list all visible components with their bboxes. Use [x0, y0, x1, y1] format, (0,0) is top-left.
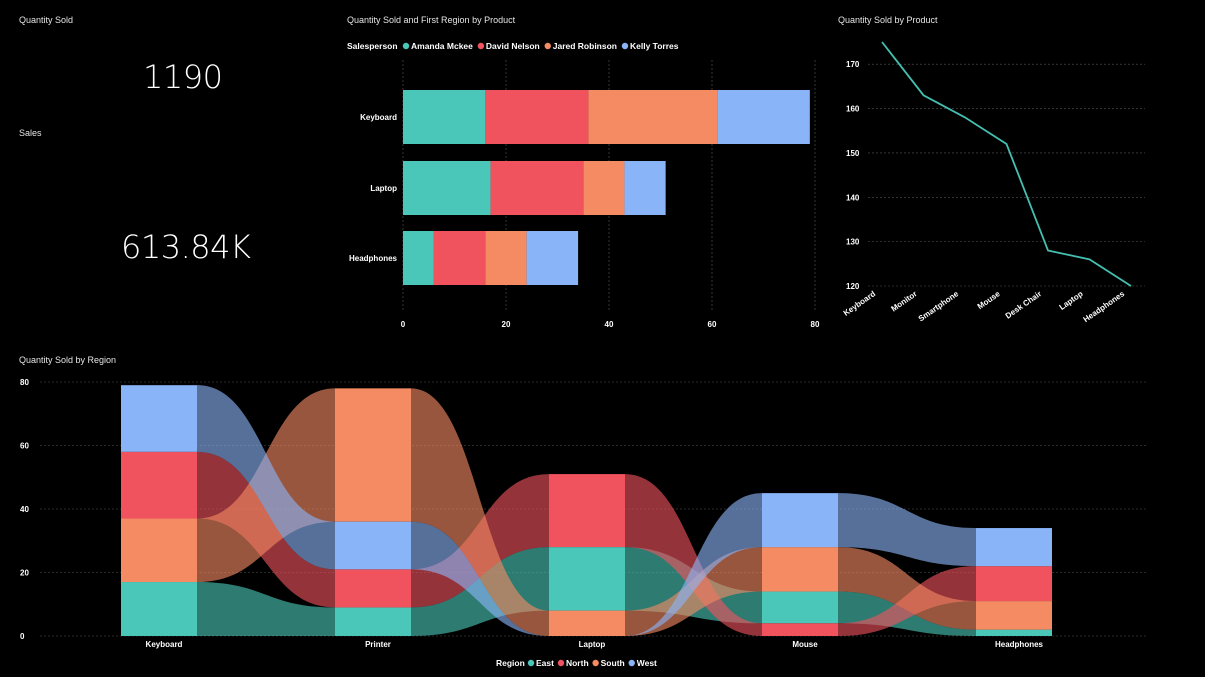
bar-segment-keyboard-amanda-mckee	[403, 90, 486, 144]
bar-x-tick-label: 0	[401, 320, 406, 329]
line-y-tick-label: 150	[846, 149, 860, 158]
ribbon-bar-headphones-north	[976, 566, 1052, 602]
bar-segment-headphones-amanda-mckee	[403, 231, 434, 285]
ribbon-chart-title: Quantity Sold by Region	[19, 355, 117, 365]
bar-category-label: Headphones	[349, 254, 398, 263]
bar-x-tick-label: 20	[502, 320, 511, 329]
bar-segment-laptop-kelly-torres	[624, 161, 666, 215]
ribbon-y-tick-label: 40	[20, 505, 29, 514]
legend-label-jared-robinson: Jared Robinson	[553, 41, 617, 51]
ribbon-x-tick-label: Mouse	[792, 640, 818, 649]
legend-label-south: South	[601, 658, 625, 668]
ribbon-x-tick-label: Headphones	[995, 640, 1044, 649]
ribbon-bar-mouse-south	[762, 547, 838, 592]
ribbon-bar-printer-west	[335, 521, 411, 570]
line-y-tick-label: 120	[846, 282, 860, 291]
ribbon-bar-headphones-east	[976, 629, 1052, 636]
bar-segment-headphones-kelly-torres	[526, 231, 579, 285]
line-y-tick-label: 130	[846, 238, 860, 247]
quantity-card-title: Quantity Sold	[19, 15, 74, 25]
ribbon-flow-south	[411, 388, 549, 636]
ribbon-flow-east	[197, 582, 335, 636]
ribbon-x-tick-label: Keyboard	[146, 640, 183, 649]
ribbon-flow-west	[197, 385, 335, 570]
legend-label-east: East	[536, 658, 554, 668]
ribbon-bar-mouse-west	[762, 493, 838, 548]
bar-chart-title: Quantity Sold and First Region by Produc…	[347, 15, 516, 25]
bar-category-label: Laptop	[370, 184, 397, 193]
sales-card-value: 613.84K	[121, 228, 251, 266]
line-chart-title: Quantity Sold by Product	[838, 15, 938, 25]
ribbon-bar-printer-east	[335, 607, 411, 636]
legend-marker-jared-robinson	[544, 42, 551, 50]
bar-x-tick-label: 40	[605, 320, 614, 329]
sales-card-title: Sales	[19, 128, 42, 138]
bar-segment-headphones-jared-robinson	[485, 231, 527, 285]
ribbon-flow-west	[625, 493, 762, 636]
legend-label-david-nelson: David Nelson	[486, 41, 540, 51]
ribbon-bar-laptop-east	[549, 547, 625, 611]
ribbon-bar-headphones-south	[976, 601, 1052, 630]
bar-legend-title: Salesperson	[347, 41, 398, 51]
ribbon-flow-north	[625, 474, 762, 636]
legend-marker-east	[527, 659, 535, 667]
ribbon-bar-printer-south	[335, 388, 411, 522]
ribbon-x-tick-label: Laptop	[579, 640, 606, 649]
ribbon-bar-mouse-east	[762, 591, 838, 624]
ribbon-y-tick-label: 20	[20, 569, 29, 578]
ribbon-legend-title: Region	[496, 658, 525, 668]
bar-segment-keyboard-david-nelson	[485, 90, 589, 144]
legend-label-amanda-mckee: Amanda Mckee	[411, 41, 473, 51]
bar-segment-laptop-amanda-mckee	[403, 161, 491, 215]
bar-segment-headphones-david-nelson	[433, 231, 486, 285]
legend-marker-north	[557, 659, 565, 667]
ribbon-y-tick-label: 0	[20, 632, 25, 641]
ribbon-bar-mouse-north	[762, 623, 838, 636]
ribbon-flow-south	[838, 547, 976, 630]
bar-segment-keyboard-jared-robinson	[588, 90, 718, 144]
bar-segment-keyboard-kelly-torres	[717, 90, 810, 144]
ribbon-bar-keyboard-west	[121, 385, 197, 452]
bar-x-tick-label: 80	[811, 320, 820, 329]
ribbon-bar-headphones-west	[976, 528, 1052, 567]
ribbon-bar-laptop-south	[549, 610, 625, 636]
bar-segment-laptop-david-nelson	[490, 161, 584, 215]
line-y-tick-label: 160	[846, 105, 860, 114]
legend-marker-david-nelson	[477, 42, 485, 50]
bar-segment-laptop-jared-robinson	[583, 161, 625, 215]
ribbon-flow-west	[838, 493, 976, 567]
ribbon-flows	[197, 385, 976, 636]
ribbon-bar-laptop-north	[549, 474, 625, 548]
ribbon-bar-keyboard-east	[121, 582, 197, 636]
ribbon-bar-printer-north	[335, 569, 411, 608]
legend-label-west: West	[637, 658, 657, 668]
bar-x-tick-label: 60	[708, 320, 717, 329]
ribbon-bar-keyboard-north	[121, 451, 197, 519]
legend-marker-west	[628, 659, 635, 667]
quantity-card-value: 1190	[143, 58, 223, 96]
ribbon-y-tick-label: 80	[20, 378, 29, 387]
line-y-tick-label: 140	[846, 193, 860, 202]
legend-label-north: North	[566, 658, 589, 668]
line-y-tick-label: 170	[846, 60, 860, 69]
bar-category-label: Keyboard	[360, 113, 397, 122]
ribbon-bar-keyboard-south	[121, 518, 197, 583]
legend-marker-amanda-mckee	[402, 42, 410, 50]
legend-label-kelly-torres: Kelly Torres	[630, 41, 679, 51]
ribbon-flow-west	[411, 521, 549, 636]
ribbon-y-tick-label: 60	[20, 442, 29, 451]
ribbon-x-tick-label: Printer	[365, 640, 391, 649]
legend-marker-south	[592, 659, 599, 667]
legend-marker-kelly-torres	[621, 42, 629, 50]
